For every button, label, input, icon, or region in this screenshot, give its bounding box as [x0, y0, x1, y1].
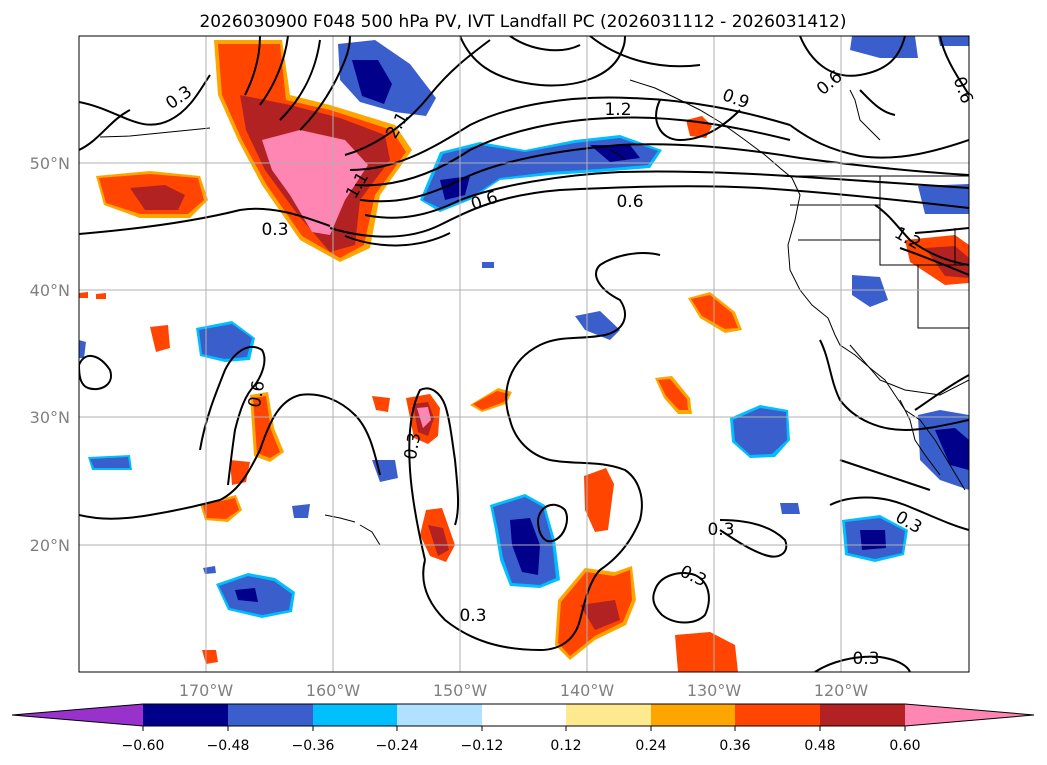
colorbar-tick: −0.12	[461, 738, 504, 754]
map-panel: 0.3 0.3 0.6 0.6 1.2 0.9 0.6 1.2 0.6 0.6 …	[78, 35, 977, 673]
lat-label: 20°N	[30, 536, 70, 555]
colorbar-tick: −0.36	[292, 738, 335, 754]
colorbar-tick: −0.60	[122, 738, 165, 754]
colorbar-segment	[313, 704, 397, 726]
colorbar-tick: −0.24	[376, 738, 419, 754]
colorbar-segment	[482, 704, 566, 726]
colorbar-tick: 0.24	[635, 738, 666, 754]
contour-label: 0.6	[616, 192, 643, 212]
colorbar-tick: 0.60	[889, 738, 920, 754]
latitude-labels: 50°N 40°N 30°N 20°N	[30, 154, 70, 555]
lon-label: 140°W	[560, 681, 615, 700]
lat-label: 30°N	[30, 408, 70, 427]
colorbar-extend-high	[905, 704, 1034, 726]
colorbar-tick: 0.12	[550, 738, 581, 754]
contour-label: 0.3	[707, 520, 734, 540]
colorbar-segment	[397, 704, 482, 726]
contour-label: 0.3	[459, 606, 486, 626]
ivt-contour-lines	[79, 36, 969, 672]
colorbar-segment	[228, 704, 313, 726]
lon-label: 160°W	[306, 681, 361, 700]
colorbar-extend-low	[12, 704, 143, 726]
contour-label: 1.2	[604, 100, 631, 120]
lon-label: 130°W	[687, 681, 742, 700]
map-frame	[78, 35, 970, 673]
lon-label: 120°W	[814, 681, 869, 700]
colorbar-tick: −0.48	[207, 738, 250, 754]
map-title: 2026030900 F048 500 hPa PV, IVT Landfall…	[199, 12, 846, 32]
colorbar-segment	[820, 704, 905, 726]
longitude-labels: 170°W 160°W 150°W 140°W 130°W 120°W	[179, 681, 869, 700]
contour-label: 0.6	[245, 379, 269, 409]
contour-label: 0.3	[852, 649, 879, 669]
negative-pv-anomaly-fills	[79, 36, 969, 618]
lon-label: 150°W	[433, 681, 488, 700]
lon-label: 170°W	[179, 681, 234, 700]
colorbar-tick: 0.36	[719, 738, 750, 754]
colorbar: −0.60 −0.48 −0.36 −0.24 −0.12 0.12 0.24 …	[11, 703, 1035, 754]
contour-label: 0.3	[401, 431, 425, 461]
colorbar-segment	[735, 704, 820, 726]
lat-label: 40°N	[30, 281, 70, 300]
colorbar-segment	[651, 704, 735, 726]
lat-label: 50°N	[30, 154, 70, 173]
colorbar-segment	[566, 704, 651, 726]
colorbar-tick: 0.48	[804, 738, 835, 754]
graticule	[79, 36, 969, 672]
colorbar-segment	[143, 704, 228, 726]
contour-label: 0.3	[261, 220, 288, 240]
